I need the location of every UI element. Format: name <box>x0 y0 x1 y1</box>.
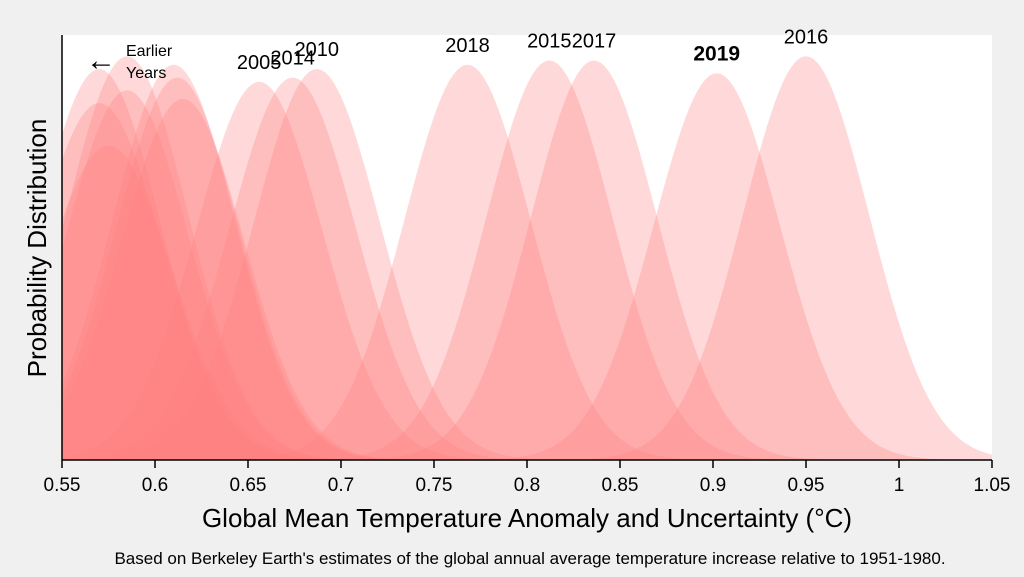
year-label-2017: 2017 <box>572 31 617 53</box>
distribution-earlier-3 <box>62 90 992 460</box>
distribution-earlier-1 <box>62 69 992 461</box>
x-tick-label: 0.7 <box>328 475 354 496</box>
year-label-2015: 2015 <box>527 31 572 53</box>
year-label-2019: 2019 <box>693 42 740 65</box>
earlier-label: Earlier <box>126 43 173 60</box>
x-tick-label: 0.8 <box>514 475 540 496</box>
plot-area <box>62 35 992 460</box>
year-label-2018: 2018 <box>445 35 490 57</box>
distribution-2015 <box>62 60 992 460</box>
x-tick-label: 0.85 <box>602 475 639 496</box>
distribution-2010 <box>62 69 992 460</box>
years-label: Years <box>126 65 166 82</box>
x-tick-label: 0.95 <box>788 475 825 496</box>
x-tick-label: 1 <box>894 475 905 496</box>
distribution-2019 <box>62 73 992 460</box>
earlier-years-note: ← Earlier Years <box>86 43 173 82</box>
y-axis-title: Probability Distribution <box>22 119 52 378</box>
year-label-2005: 2005 <box>237 52 282 74</box>
x-tick-label: 0.9 <box>700 475 726 496</box>
year-label-2016: 2016 <box>784 26 829 48</box>
x-tick-label: 0.65 <box>230 475 267 496</box>
distribution-curves <box>62 56 992 461</box>
distribution-earlier-5 <box>62 64 992 460</box>
caption: Based on Berkeley Earth's estimates of t… <box>114 549 945 568</box>
x-tick-label: 1.05 <box>974 475 1011 496</box>
distribution-earlier-4 <box>62 56 992 460</box>
distribution-earlier-6 <box>62 77 992 460</box>
year-label-2014: 2014 <box>270 48 315 70</box>
x-tick-label: 0.6 <box>142 475 168 496</box>
earlier-years-arrow-icon: ← <box>86 44 116 77</box>
distribution-2018 <box>62 64 992 460</box>
year-label-2010: 2010 <box>295 39 340 61</box>
x-ticks: 0.55 0.6 0.65 0.7 0.75 0.8 0.85 0.9 0.95 1 1.05 <box>44 460 1011 496</box>
x-tick-label: 0.55 <box>44 475 81 496</box>
distribution-2005 <box>62 81 992 460</box>
x-axis-title: Global Mean Temperature Anomaly and Unce… <box>202 503 852 533</box>
distribution-2014 <box>62 77 992 461</box>
distribution-earlier-0 <box>62 103 992 461</box>
distribution-earlier-2 <box>62 145 992 460</box>
distribution-2017 <box>62 60 992 461</box>
distribution-earlier-7 <box>62 98 992 460</box>
x-tick-label: 0.75 <box>416 475 453 496</box>
distribution-2016 <box>62 56 992 460</box>
